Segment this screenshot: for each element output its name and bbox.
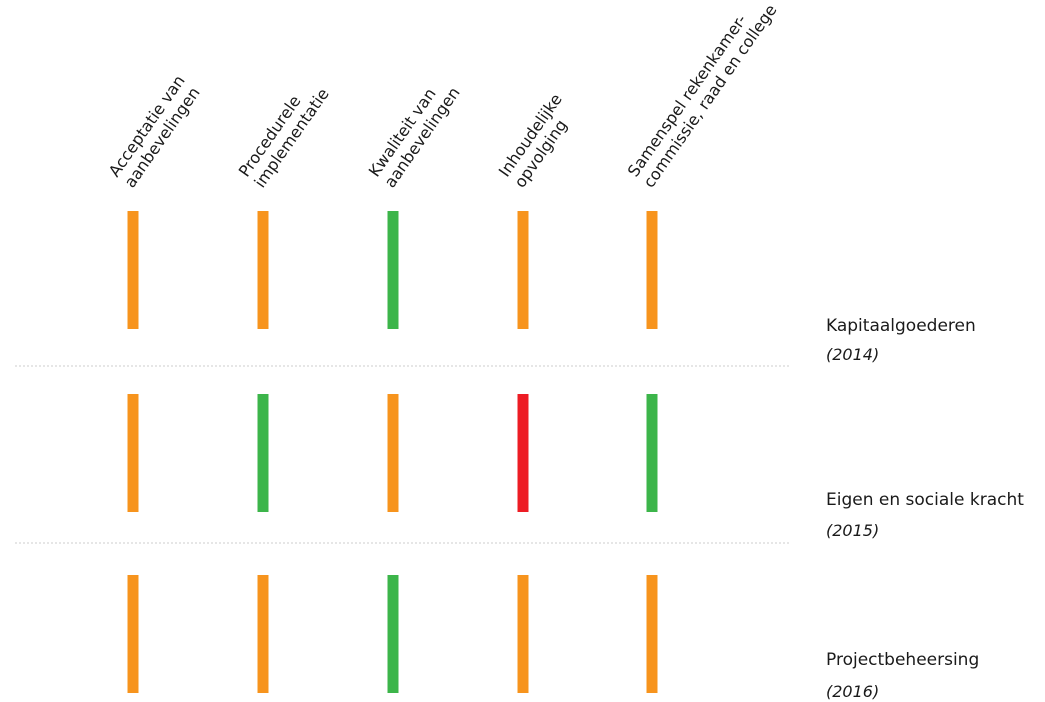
rating-bar-2-1	[257, 575, 269, 693]
rating-bar-1-4	[646, 394, 658, 512]
row-labels: Kapitaalgoederen (2014) Eigen en sociale k…	[826, 316, 1024, 701]
column-header-4: Samenspel rekenkamer-commissie, raad en …	[624, 0, 781, 191]
rating-bar-1-1	[257, 394, 269, 512]
rating-bars	[127, 211, 658, 693]
row-year-1: (2015)	[826, 521, 879, 540]
row-title-2: Projectbeheersing	[826, 650, 979, 670]
row-year-2: (2016)	[826, 682, 879, 701]
column-header-line: Samenspel rekenkamer-	[624, 11, 751, 181]
column-header-2: Kwaliteit vanaanbevelingen	[365, 73, 464, 192]
rating-bar-0-1	[257, 211, 269, 329]
rating-bar-2-3	[517, 575, 529, 693]
rating-bar-1-0	[127, 394, 139, 512]
rating-bar-1-3	[517, 394, 529, 512]
column-header-1: Procedureleimplementatie	[235, 74, 333, 191]
row-year-0: (2014)	[826, 345, 879, 364]
rating-bar-2-4	[646, 575, 658, 693]
rating-bar-2-2	[387, 575, 399, 693]
rating-bar-0-2	[387, 211, 399, 329]
rating-bar-0-3	[517, 211, 529, 329]
rating-bar-1-2	[387, 394, 399, 512]
column-header-3: Inhoudelijkeopvolging	[495, 90, 582, 191]
rating-bar-0-0	[127, 211, 139, 329]
column-headers: Acceptatie vanaanbevelingen Procedureleim…	[105, 0, 781, 192]
row-dividers	[15, 365, 790, 544]
rating-bar-2-0	[127, 575, 139, 693]
rating-bar-0-4	[646, 211, 658, 329]
column-header-line: commissie, raad en college	[639, 1, 780, 191]
row-title-1: Eigen en sociale kracht	[826, 490, 1024, 510]
column-header-0: Acceptatie vanaanbevelingen	[105, 72, 205, 192]
row-title-0: Kapitaalgoederen	[826, 316, 976, 336]
